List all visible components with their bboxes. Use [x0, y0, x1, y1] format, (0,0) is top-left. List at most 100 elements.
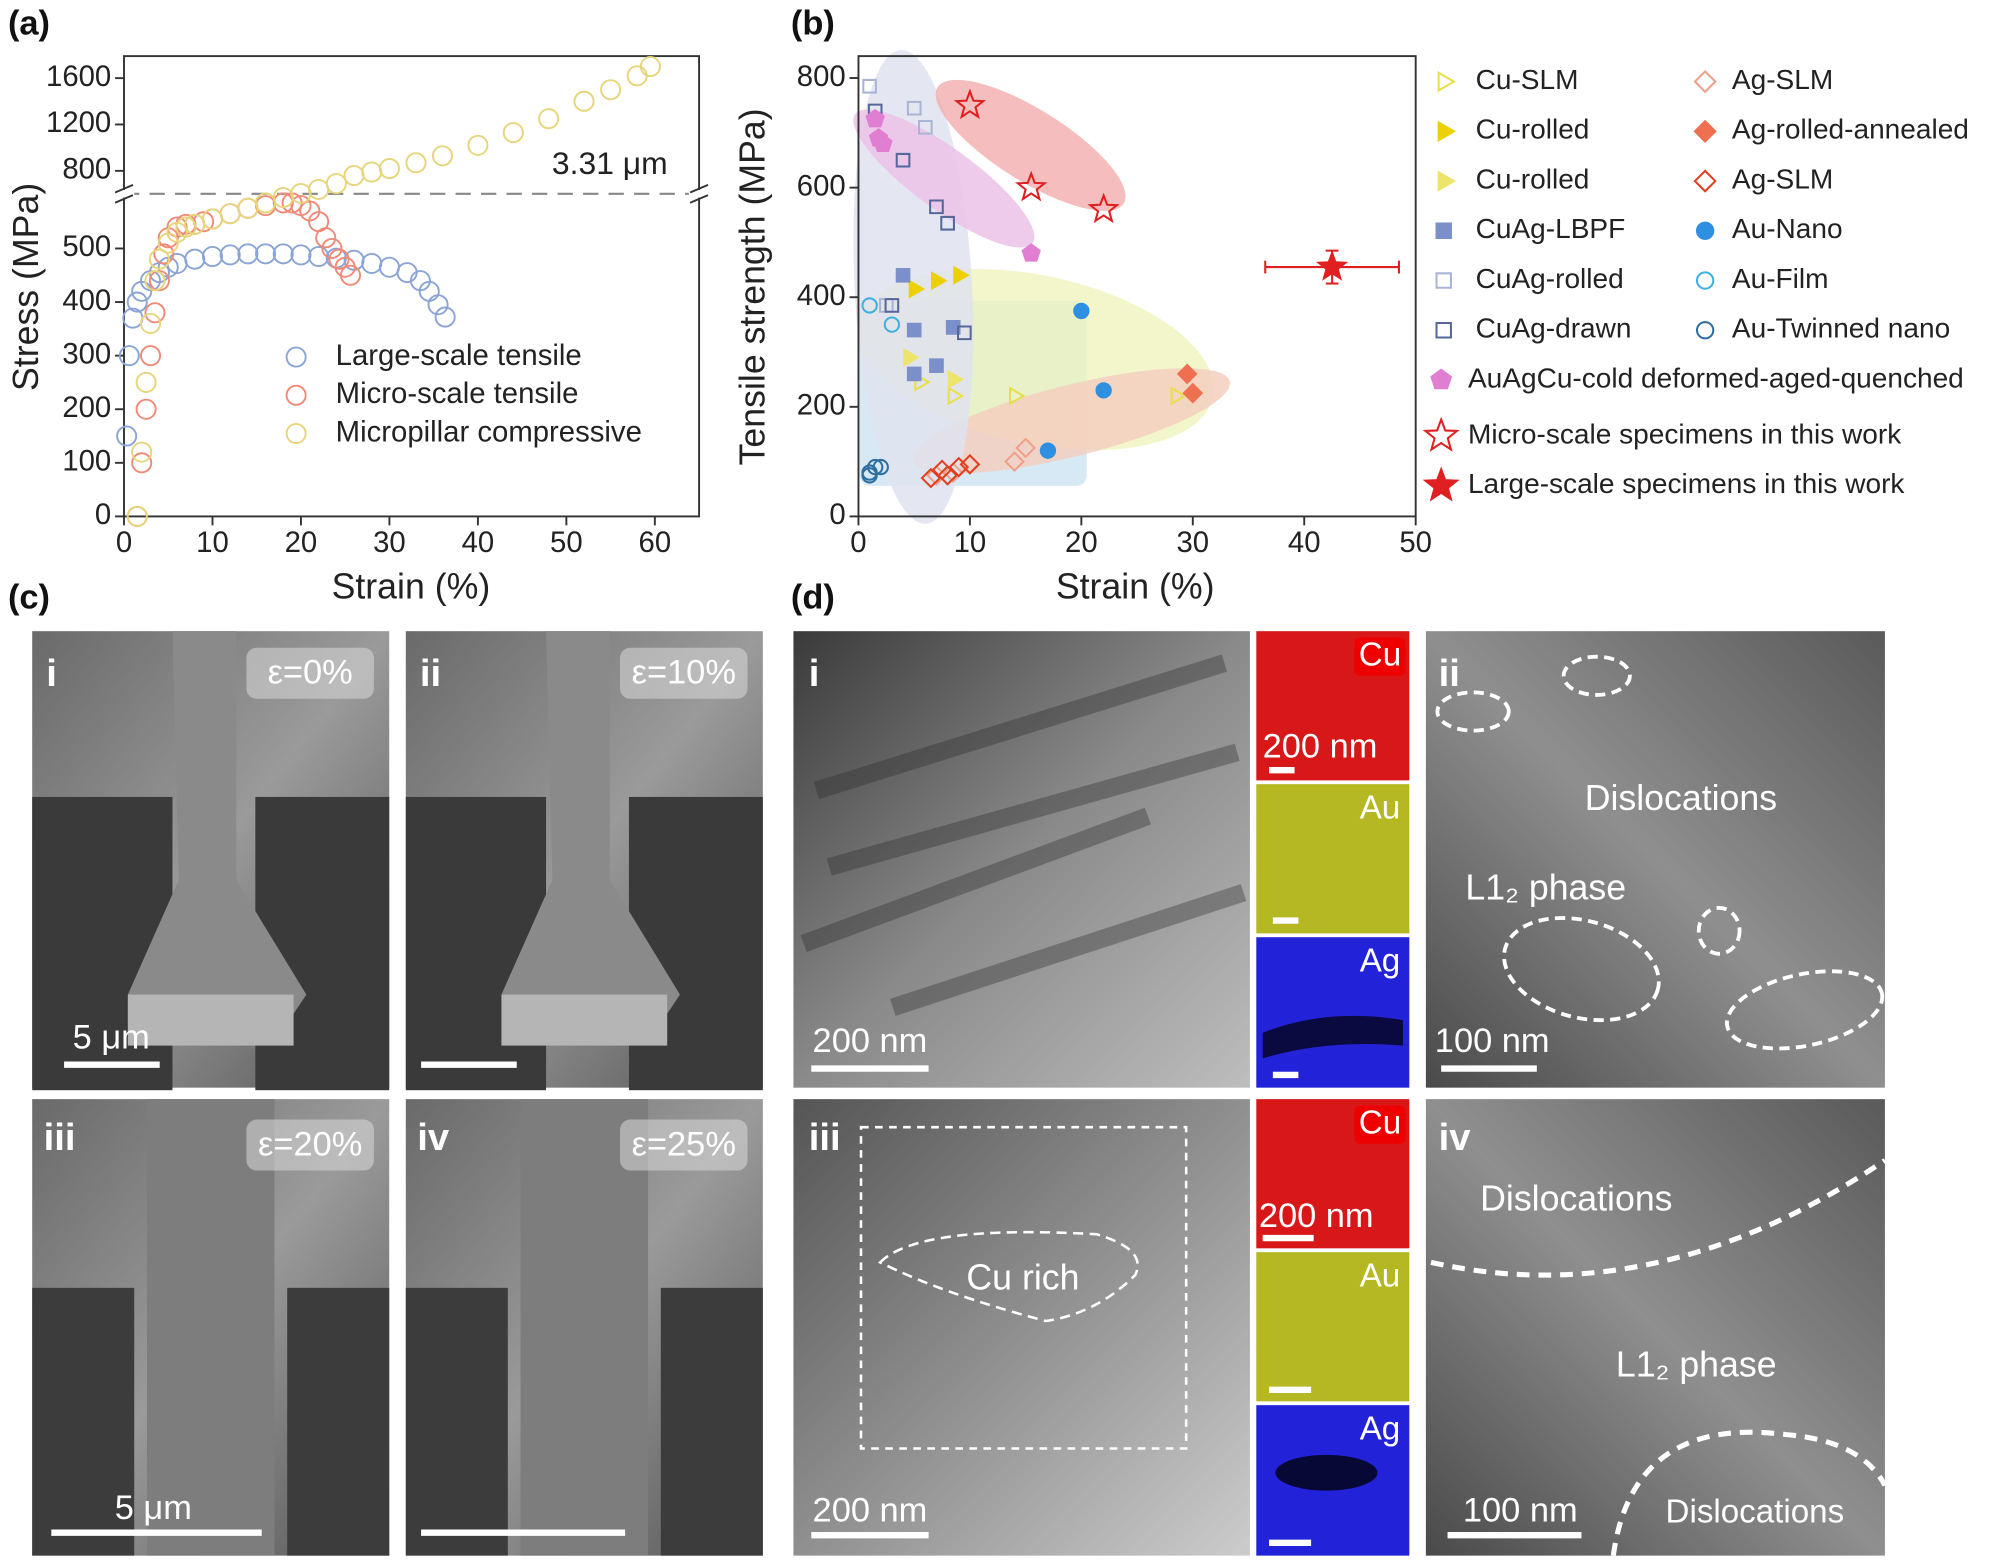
data-point: [502, 122, 524, 144]
sem-image: i ε=0% 5 μm: [32, 631, 390, 1091]
data-point: [906, 366, 922, 382]
data-point: [378, 158, 400, 180]
data-point: [1073, 302, 1090, 320]
data-point: [431, 145, 454, 167]
legend-label: Cu-rolled: [1476, 163, 1590, 194]
legend-marker: [1435, 222, 1452, 240]
data-point: [219, 244, 241, 266]
panel-index: ii: [420, 652, 441, 695]
data-point: [929, 199, 944, 215]
data-point: [272, 243, 294, 265]
badge: [620, 647, 748, 699]
data-point: [201, 245, 223, 268]
shape: [501, 631, 680, 1033]
panel-index: iii: [44, 1116, 76, 1159]
y-tick-label: 800: [797, 60, 846, 93]
x-tick-label: 20: [285, 526, 318, 559]
y-axis-title: Stress (MPa): [6, 183, 46, 391]
eds-maps: Cu 200 nm Au Ag: [1256, 1099, 1410, 1556]
data-point: [573, 90, 595, 112]
legend-label: Ag-SLM: [1732, 64, 1833, 95]
highlight: [1561, 654, 1632, 697]
data-point: [865, 108, 885, 128]
highlight: [877, 1230, 1139, 1323]
legend-label: Cu-rolled: [1476, 114, 1590, 145]
y-axis-title: Tensile strength (MPa): [733, 108, 773, 465]
legend-label: CuAg-drawn: [1476, 313, 1632, 344]
panel-index: iv: [417, 1116, 450, 1159]
sem-image: iv ε=25%: [405, 1099, 763, 1556]
element-label: Ag: [1360, 942, 1401, 979]
x-axis-title: Strain (%): [332, 567, 491, 607]
data-point: [116, 425, 138, 447]
annotation: L1₂ phase: [1616, 1344, 1777, 1384]
legend-marker: [1695, 221, 1715, 240]
plot-frame: [123, 55, 701, 518]
data-point: [867, 458, 884, 476]
legend-marker: [1693, 119, 1717, 143]
tem-image: ii Dislocations L1₂ phase 100 nm: [1425, 631, 1885, 1088]
y-tick-label: 400: [797, 279, 846, 312]
data-point: [1009, 386, 1026, 406]
legend-marker: [285, 423, 307, 445]
data-point: [343, 164, 365, 187]
x-tick-label: 0: [116, 526, 132, 559]
panel-label: (c): [8, 578, 50, 616]
data-point: [1039, 442, 1057, 459]
y-tick-label: 200: [62, 391, 111, 424]
data-point: [872, 458, 889, 476]
axis-break: [688, 189, 710, 198]
legend-label: AuAgCu-cold deformed-aged-quenched: [1468, 362, 1964, 393]
strain-label: ε=25%: [632, 1125, 736, 1163]
legend-marker: [1422, 466, 1460, 502]
x-tick-label: 20: [1065, 526, 1098, 559]
y-tick-label: 800: [62, 153, 111, 186]
strain-label: ε=20%: [258, 1125, 362, 1163]
data-point: [135, 398, 157, 420]
texture: [1275, 1454, 1378, 1491]
data-point: [467, 134, 489, 156]
x-tick-label: 50: [1399, 526, 1432, 559]
legend-label: Micro-scale specimens in this work: [1468, 418, 1902, 449]
map: [1256, 937, 1410, 1088]
legend-marker: [1435, 322, 1452, 339]
region: [853, 109, 1035, 248]
legend-marker: [285, 346, 307, 368]
data-point: [126, 505, 148, 527]
y-tick-label: 500: [62, 230, 111, 263]
scale-label: 5 μm: [73, 1018, 150, 1056]
image: [793, 631, 1250, 1088]
scale-label: 200 nm: [813, 1022, 928, 1060]
badge: [1354, 637, 1406, 676]
data-point: [144, 270, 166, 292]
scale-label: 5 μm: [115, 1489, 192, 1527]
panel-index: ii: [1439, 652, 1460, 695]
tem-panels: i 200 nm Cu 200 nm Au Ag ii Dislocations…: [793, 631, 1888, 1556]
texture: [800, 654, 1247, 1016]
legend-marker: [1437, 120, 1456, 142]
data-point: [861, 467, 878, 484]
data-point: [959, 453, 981, 475]
legend-marker: [1430, 368, 1453, 390]
map: [1256, 1252, 1410, 1402]
shape: [501, 994, 668, 1046]
shape: [405, 1287, 508, 1556]
element-label: Au: [1360, 789, 1401, 826]
y-tick-label: 1200: [46, 106, 111, 139]
shape: [660, 1287, 763, 1556]
x-tick-label: 50: [550, 526, 583, 559]
data-point: [237, 243, 259, 265]
data-point: [1015, 170, 1048, 202]
element-label: Cu: [1359, 1104, 1401, 1141]
data-point: [1315, 250, 1349, 281]
legend-label: Micropillar compressive: [336, 415, 642, 448]
data-point: [1176, 363, 1198, 385]
data-point: [378, 256, 400, 278]
data-point: [144, 302, 166, 324]
data-point: [290, 244, 312, 266]
data-point: [427, 294, 449, 316]
x-tick-label: 40: [1288, 526, 1321, 559]
data-point: [131, 441, 153, 463]
panel-label: (d): [791, 578, 835, 616]
